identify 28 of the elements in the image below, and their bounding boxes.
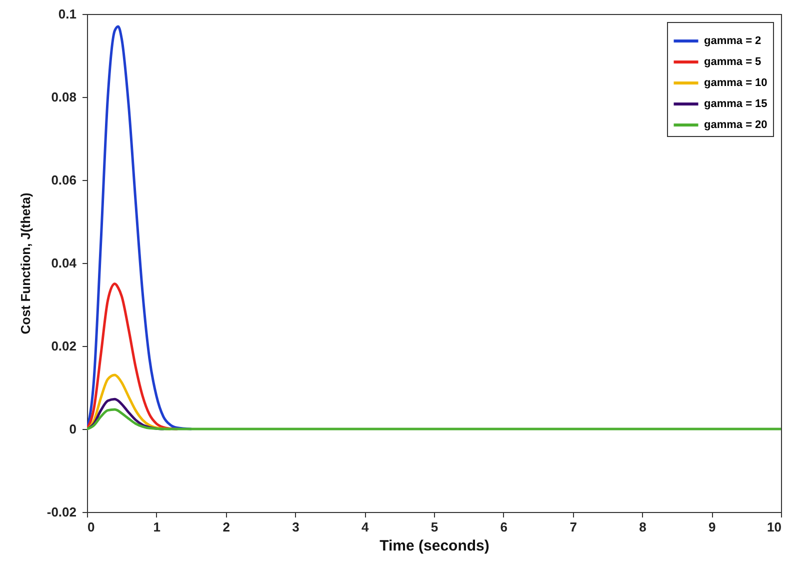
y-tick-label: 0 [69, 422, 76, 436]
x-tick-label: 4 [361, 520, 370, 534]
y-tick-label: -0.02 [46, 504, 76, 520]
y-tick-label: 0.08 [51, 90, 76, 104]
y-tick-label: 0.04 [51, 256, 78, 270]
legend-label: gamma = 2 [704, 35, 762, 47]
x-tick-label: 5 [430, 520, 438, 534]
legend-label: gamma = 15 [704, 98, 768, 110]
x-axis-title: Time (seconds) [380, 538, 490, 554]
x-tick-label: 10 [767, 520, 782, 534]
y-tick-label: 0.06 [51, 172, 76, 188]
y-tick-label: 0.1 [58, 6, 76, 22]
line-series [87, 282, 178, 430]
y-tick-label: 0.02 [51, 338, 76, 354]
x-tick-label: 9 [708, 520, 716, 534]
x-tick-label: 8 [639, 520, 646, 534]
x-tick-label: 2 [222, 520, 230, 534]
line-series [87, 408, 781, 430]
legend-label: gamma = 5 [704, 56, 762, 68]
x-tick-label: 7 [570, 520, 577, 534]
x-tick-label: 1 [153, 520, 161, 534]
x-tick-label: 0 [88, 520, 95, 534]
legend-label: gamma = 10 [704, 77, 768, 89]
y-axis-title: Cost Function, J(theta) [18, 192, 33, 334]
legend-label: gamma = 20 [704, 119, 768, 131]
x-tick-label: 3 [292, 520, 300, 534]
line-series [87, 25, 192, 430]
x-tick-label: 6 [500, 520, 508, 534]
